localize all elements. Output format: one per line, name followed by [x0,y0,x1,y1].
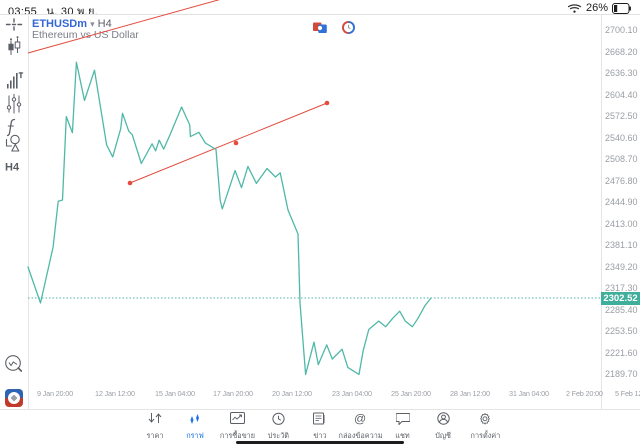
svg-text:@: @ [354,412,366,425]
